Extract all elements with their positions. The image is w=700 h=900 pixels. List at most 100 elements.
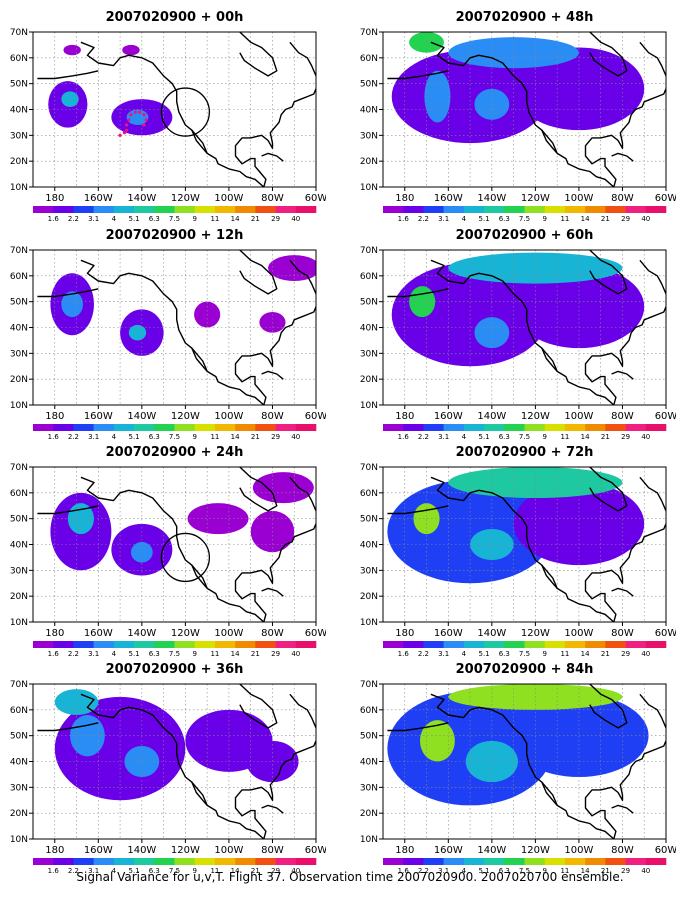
coastline [589, 250, 628, 295]
lon-tick-label: 80W [611, 845, 634, 856]
colorbar-swatch [134, 206, 155, 213]
colorbar-label: 2.2 [68, 433, 79, 441]
flight-track-point [129, 113, 133, 117]
lat-tick-label: 50N [360, 80, 378, 90]
colorbar-swatch [194, 424, 216, 431]
colorbar-swatch [484, 641, 505, 648]
colorbar-label: 21 [601, 867, 610, 875]
colorbar-label: 14 [231, 215, 240, 223]
lon-tick-label: 160W [434, 411, 463, 422]
lat-tick-label: 30N [10, 349, 28, 359]
colorbar-label: 1.6 [48, 867, 60, 875]
colorbar-swatch [93, 424, 115, 431]
lon-tick-label: 140W [477, 411, 506, 422]
colorbar-label: 4 [462, 433, 467, 441]
colorbar-label: 4 [112, 867, 117, 875]
coastline [387, 288, 449, 298]
lat-tick-label: 10N [360, 835, 378, 845]
coastline [191, 781, 208, 806]
lat-tick-label: 50N [360, 732, 378, 742]
colorbar-label: 40 [641, 650, 650, 658]
coastline [37, 70, 99, 80]
coastline [37, 288, 99, 298]
lat-tick-label: 40N [10, 324, 28, 334]
lon-tick-label: 80W [261, 411, 284, 422]
colorbar-swatch [625, 424, 647, 431]
colorbar-label: 6.3 [149, 433, 160, 441]
lon-tick-label: 160W [84, 628, 113, 639]
coastline [261, 587, 284, 597]
colorbar-label: 7.5 [519, 867, 530, 875]
lat-tick-label: 10N [10, 183, 28, 193]
lat-tick-label: 40N [360, 758, 378, 768]
colorbar-label: 40 [291, 650, 300, 658]
map-panel: 70N 60N 50N 40N 30N 20N 10N 180 160W 140W 120W 100W… [360, 463, 676, 658]
colorbar-label: 2.2 [418, 867, 429, 875]
lon-tick-label: 100W [564, 845, 593, 856]
colorbar-swatch [564, 206, 586, 213]
variance-region [409, 286, 436, 318]
colorbar-label: 1.6 [48, 433, 60, 441]
colorbar-label: 11 [210, 215, 219, 223]
colorbar-label: 5.1 [129, 433, 140, 441]
colorbar-label: 7.5 [519, 650, 530, 658]
colorbar-swatch [443, 641, 465, 648]
coastline [289, 476, 316, 512]
colorbar-label: 5.1 [129, 215, 140, 223]
coastline [37, 722, 99, 732]
colorbar-swatch [255, 858, 276, 865]
lon-tick-label: 120W [521, 411, 550, 422]
lon-tick-label: 180 [45, 845, 64, 856]
lat-tick-label: 50N [360, 298, 378, 308]
figure-caption: Signal Variance for u,v,T. Flight 37. Ob… [76, 870, 624, 884]
colorbar-swatch [93, 858, 115, 865]
colorbar-swatch [53, 424, 74, 431]
lat-tick-label: 40N [10, 106, 28, 116]
colorbar-label: 29 [621, 650, 630, 658]
flight-track-point [142, 113, 146, 117]
colorbar-label: 5.1 [479, 433, 490, 441]
colorbar-swatch [194, 858, 216, 865]
coastline [234, 306, 316, 405]
colorbar-swatch [443, 206, 465, 213]
lat-tick-label: 60N [10, 706, 28, 716]
variance-region [61, 291, 84, 318]
lat-tick-label: 60N [360, 489, 378, 499]
colorbar-swatch [93, 641, 115, 648]
lat-tick-label: 50N [360, 515, 378, 525]
coastline [541, 129, 558, 154]
lon-tick-label: 160W [434, 845, 463, 856]
colorbar-label: 29 [271, 215, 280, 223]
lat-tick-label: 50N [10, 732, 28, 742]
colorbar-swatch [463, 424, 485, 431]
colorbar-label: 1.6 [48, 215, 60, 223]
colorbar-label: 21 [601, 650, 610, 658]
lon-tick-label: 120W [171, 411, 200, 422]
colorbar-label: 2.2 [418, 433, 429, 441]
panel-title: 2007020900 + 84h [455, 662, 594, 677]
lon-tick-label: 180 [395, 193, 414, 204]
colorbar-swatch [564, 641, 586, 648]
colorbar-label: 7.5 [169, 650, 180, 658]
coastline [191, 347, 208, 372]
lat-tick-label: 20N [360, 375, 378, 385]
variance-region [70, 715, 105, 757]
map-panel: 70N 60N 50N 40N 30N 20N 10N 180 160W 140W 120W 100W… [360, 246, 676, 441]
colorbar-swatch [295, 206, 317, 213]
colorbar-swatch [605, 641, 626, 648]
colorbar-label: 7.5 [169, 867, 180, 875]
colorbar-swatch [605, 206, 626, 213]
colorbar-swatch [275, 858, 297, 865]
colorbar-label: 2.2 [68, 215, 79, 223]
lon-tick-label: 80W [261, 193, 284, 204]
lon-tick-label: 160W [84, 845, 113, 856]
colorbar-swatch [403, 858, 424, 865]
lon-tick-label: 60W [305, 193, 326, 204]
colorbar-swatch [403, 424, 424, 431]
colorbar-label: 2.2 [68, 867, 79, 875]
lat-tick-label: 70N [10, 28, 28, 38]
lon-tick-label: 100W [564, 411, 593, 422]
colorbar-label: 3.1 [88, 433, 99, 441]
lon-tick-label: 160W [84, 411, 113, 422]
colorbar-label: 9 [192, 215, 196, 223]
